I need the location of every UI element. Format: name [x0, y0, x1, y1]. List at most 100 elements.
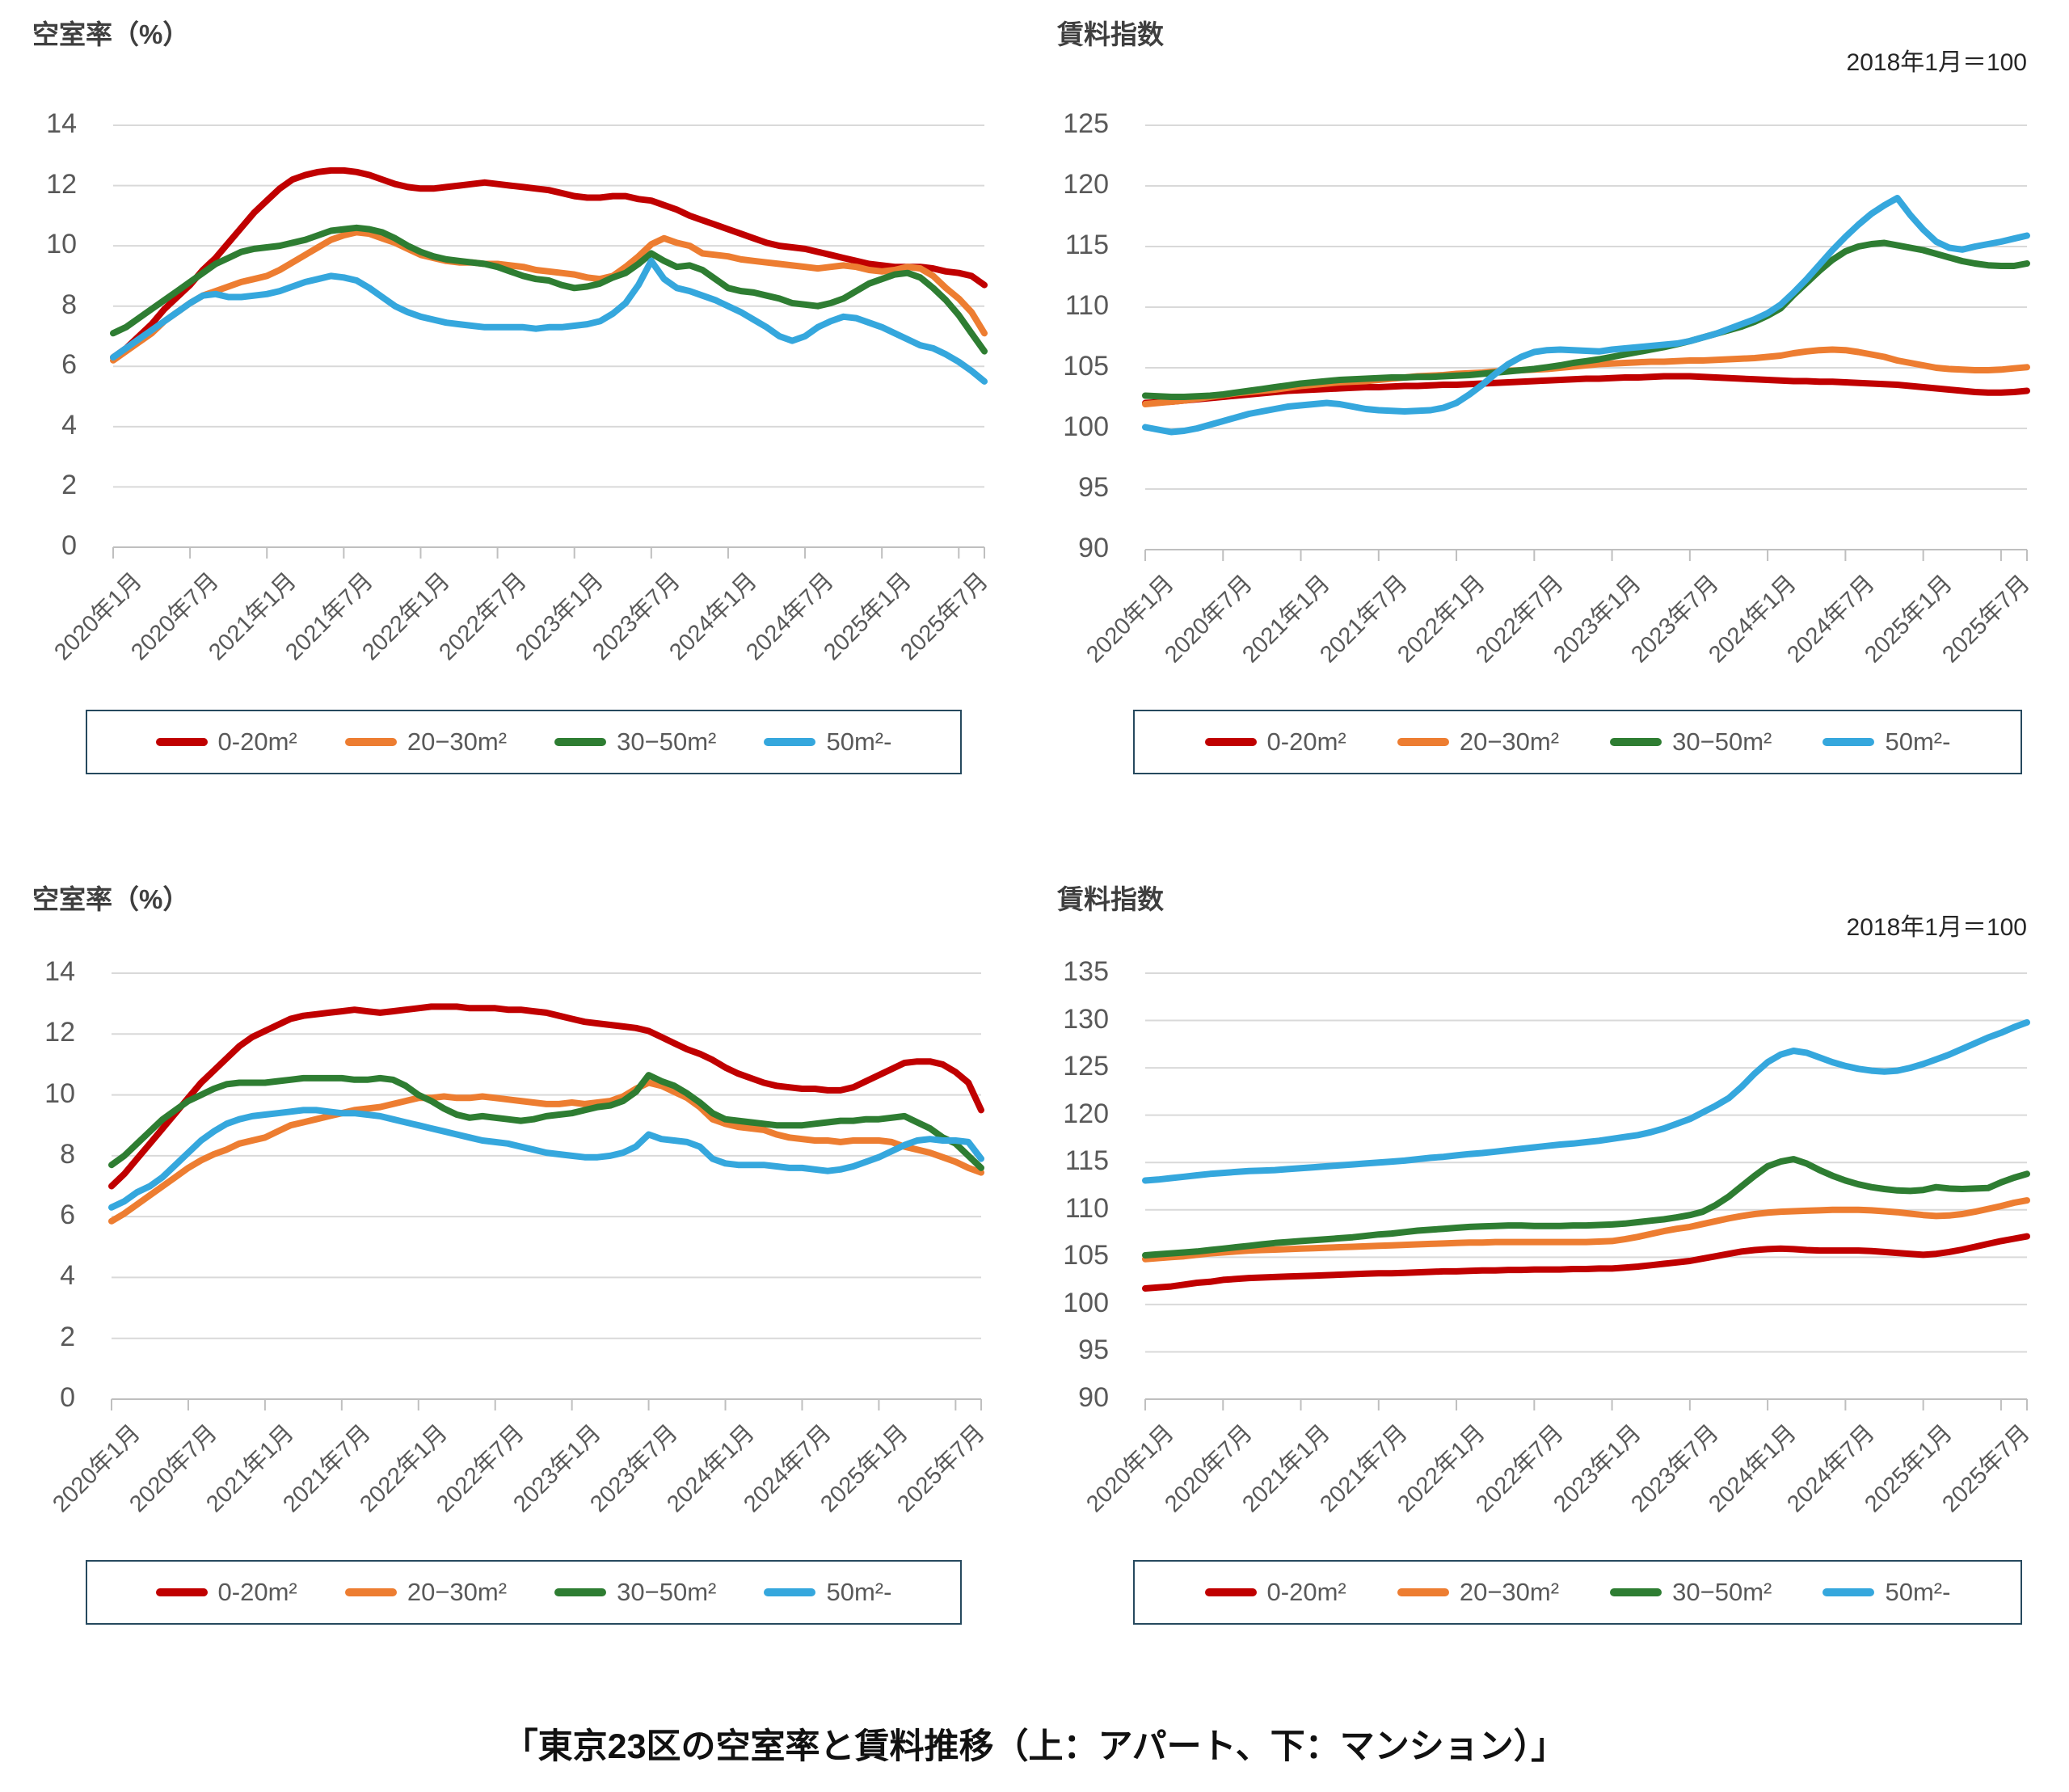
y-axis-label: 8: [61, 289, 77, 320]
legend-swatch-icon: [554, 1588, 607, 1596]
y-axis-label: 125: [1063, 108, 1109, 139]
y-axis-label: 6: [60, 1200, 75, 1231]
figure-caption: 「東京23区の空室率と賃料推移（上：アパート、下：マンション）」: [503, 1727, 1566, 1766]
legend-swatch-icon: [1822, 1588, 1875, 1596]
series-line-0-20m²: [110, 167, 988, 361]
y-axis-label: 6: [61, 349, 77, 381]
legend-label: 50m²-: [826, 1578, 892, 1606]
series-line-30−50m²: [110, 224, 988, 355]
series-line-20−30m²: [1142, 1197, 2030, 1263]
legend-label: 20−30m²: [1459, 1578, 1560, 1606]
y-axis-label: 110: [1064, 290, 1109, 321]
legend-swatch-icon: [764, 1588, 816, 1596]
chart-title-apartment-vacancy: 空室率（%）: [32, 19, 190, 49]
legend-swatch-icon: [344, 738, 397, 746]
y-axis-label: 90: [1078, 533, 1109, 563]
legend-swatch-icon: [1397, 1588, 1449, 1596]
y-axis-label: 4: [61, 409, 77, 441]
legend-label: 0-20m²: [1266, 727, 1346, 756]
chart-title-mansion-rent: 賃料指数: [1057, 884, 1164, 914]
series-line-0-20m²: [1142, 373, 2030, 407]
legend-item: 50m²-: [764, 1578, 891, 1607]
y-axis-label: 0: [61, 530, 77, 561]
y-axis-label: 120: [1063, 1098, 1109, 1129]
series-line-30−50m²: [108, 1072, 984, 1171]
series-line-20−30m²: [110, 229, 988, 364]
series-line-50m²-: [1142, 1018, 2030, 1184]
index-base-note-mansion: 2018年1月＝100: [1846, 914, 2027, 941]
series-line-50m²-: [110, 257, 988, 385]
legend-swatch-icon: [155, 1588, 208, 1596]
y-axis-label: 8: [60, 1138, 75, 1170]
legend-item: 50m²-: [1822, 727, 1950, 757]
chart-title-apartment-rent: 賃料指数: [1057, 19, 1164, 49]
legend-item: 30−50m²: [554, 727, 716, 757]
legend-label: 20−30m²: [407, 727, 508, 756]
legend-item: 0-20m²: [155, 1578, 297, 1607]
series-line-30−50m²: [1142, 1156, 2030, 1259]
legend-item: 0-20m²: [155, 727, 297, 757]
legend-swatch-icon: [1204, 1588, 1257, 1596]
legend-label: 50m²-: [1885, 1578, 1951, 1606]
y-axis-label: 12: [44, 1017, 75, 1048]
legend: 0-20m² 20−30m² 30−50m² 50m²-: [1133, 710, 2022, 774]
chart-title-mansion-vacancy: 空室率（%）: [32, 884, 190, 914]
legend-swatch-icon: [1610, 1588, 1662, 1596]
y-axis-label: 105: [1063, 351, 1109, 382]
y-axis-label: 95: [1078, 1335, 1109, 1366]
legend-item: 20−30m²: [1397, 1578, 1559, 1607]
legend-swatch-icon: [344, 1588, 397, 1596]
series-line-20−30m²: [108, 1079, 984, 1225]
legend-item: 0-20m²: [1204, 1578, 1346, 1607]
series-line-30−50m²: [1142, 239, 2030, 400]
legend-item: 30−50m²: [1610, 727, 1772, 757]
y-axis-label: 12: [46, 168, 77, 200]
y-axis-label: 95: [1078, 472, 1109, 503]
legend-label: 50m²-: [1885, 727, 1951, 756]
legend-label: 30−50m²: [617, 1578, 717, 1606]
y-axis-label: 115: [1064, 1145, 1109, 1177]
legend-swatch-icon: [1397, 738, 1449, 746]
legend-swatch-icon: [1204, 738, 1257, 746]
y-axis-label: 115: [1064, 230, 1109, 260]
legend-swatch-icon: [554, 738, 607, 746]
legend-item: 20−30m²: [1397, 727, 1559, 757]
legend-item: 20−30m²: [344, 727, 508, 757]
y-axis-label: 120: [1063, 169, 1109, 200]
legend-label: 20−30m²: [1459, 727, 1560, 756]
legend: 0-20m² 20−30m² 30−50m² 50m²-: [86, 1560, 962, 1625]
y-axis-label: 2: [60, 1321, 75, 1352]
y-axis-label: 105: [1063, 1240, 1109, 1271]
legend-label: 30−50m²: [1672, 727, 1772, 756]
y-axis-label: 10: [46, 229, 77, 260]
legend-item: 30−50m²: [554, 1578, 716, 1607]
y-axis-label: 0: [60, 1382, 75, 1413]
legend-item: 0-20m²: [1204, 727, 1346, 757]
legend-label: 50m²-: [826, 727, 892, 756]
series-line-50m²-: [1142, 195, 2030, 436]
legend-label: 30−50m²: [1672, 1578, 1772, 1606]
series-line-50m²-: [108, 1107, 984, 1211]
y-axis-label: 100: [1063, 411, 1109, 442]
series-line-0-20m²: [1142, 1233, 2030, 1292]
y-axis-label: 90: [1078, 1382, 1109, 1413]
index-base-note-apartment: 2018年1月＝100: [1846, 49, 2027, 76]
legend-swatch-icon: [1822, 738, 1875, 746]
legend-item: 50m²-: [764, 727, 891, 757]
y-axis-label: 125: [1063, 1051, 1109, 1082]
legend-swatch-icon: [1610, 738, 1662, 746]
y-axis-label: 130: [1063, 1003, 1109, 1035]
y-axis-label: 2: [61, 470, 77, 501]
legend-label: 30−50m²: [617, 727, 717, 756]
legend-swatch-icon: [155, 738, 208, 746]
legend-swatch-icon: [764, 738, 816, 746]
y-axis-label: 14: [46, 108, 77, 139]
y-axis-label: 100: [1063, 1287, 1109, 1318]
legend-item: 50m²-: [1822, 1578, 1950, 1607]
legend-label: 0-20m²: [1266, 1578, 1346, 1606]
y-axis-label: 110: [1064, 1192, 1109, 1224]
legend-label: 20−30m²: [407, 1578, 508, 1606]
y-axis-label: 14: [44, 956, 75, 987]
